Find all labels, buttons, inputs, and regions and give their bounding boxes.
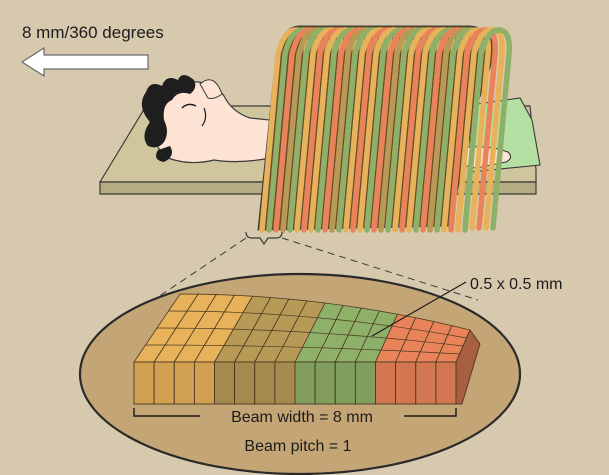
left-arrow-icon	[20, 46, 149, 78]
detector-element	[294, 361, 316, 405]
detector-element	[354, 361, 376, 405]
coils	[259, 27, 513, 233]
zoom-line-left	[105, 237, 247, 333]
gantry-bracket	[245, 231, 283, 246]
detector-row-line	[145, 344, 460, 355]
detector-element	[435, 361, 457, 405]
detector-side-face	[455, 329, 481, 405]
voxel-leader-line	[371, 281, 467, 337]
detector-element	[234, 361, 256, 405]
detector-element	[193, 361, 215, 405]
detector-element	[214, 361, 236, 405]
helix-beam-icon	[257, 25, 513, 233]
beam-pitch-label: Beam pitch = 1	[244, 438, 351, 455]
detector-element	[334, 361, 356, 405]
voxel-size-label: 0.5 x 0.5 mm	[470, 276, 562, 293]
beam-width-label: Beam width = 8 mm	[231, 409, 373, 426]
detector-row-line	[156, 327, 464, 347]
detector-element	[274, 361, 296, 405]
direction-label: 8 mm/360 degrees	[22, 23, 164, 42]
detector-element	[395, 361, 417, 405]
detector-element	[173, 361, 195, 405]
detector-array	[133, 293, 481, 405]
detector-element	[254, 361, 276, 405]
detector-element	[415, 361, 437, 405]
zoom-line-right	[281, 237, 479, 301]
coil	[462, 27, 513, 233]
detector-element	[314, 361, 336, 405]
detector-element	[133, 361, 155, 405]
detector-element	[153, 361, 175, 405]
beam-width-bracket	[133, 408, 457, 417]
detector-row-line	[168, 310, 467, 339]
detector-element	[375, 361, 397, 405]
